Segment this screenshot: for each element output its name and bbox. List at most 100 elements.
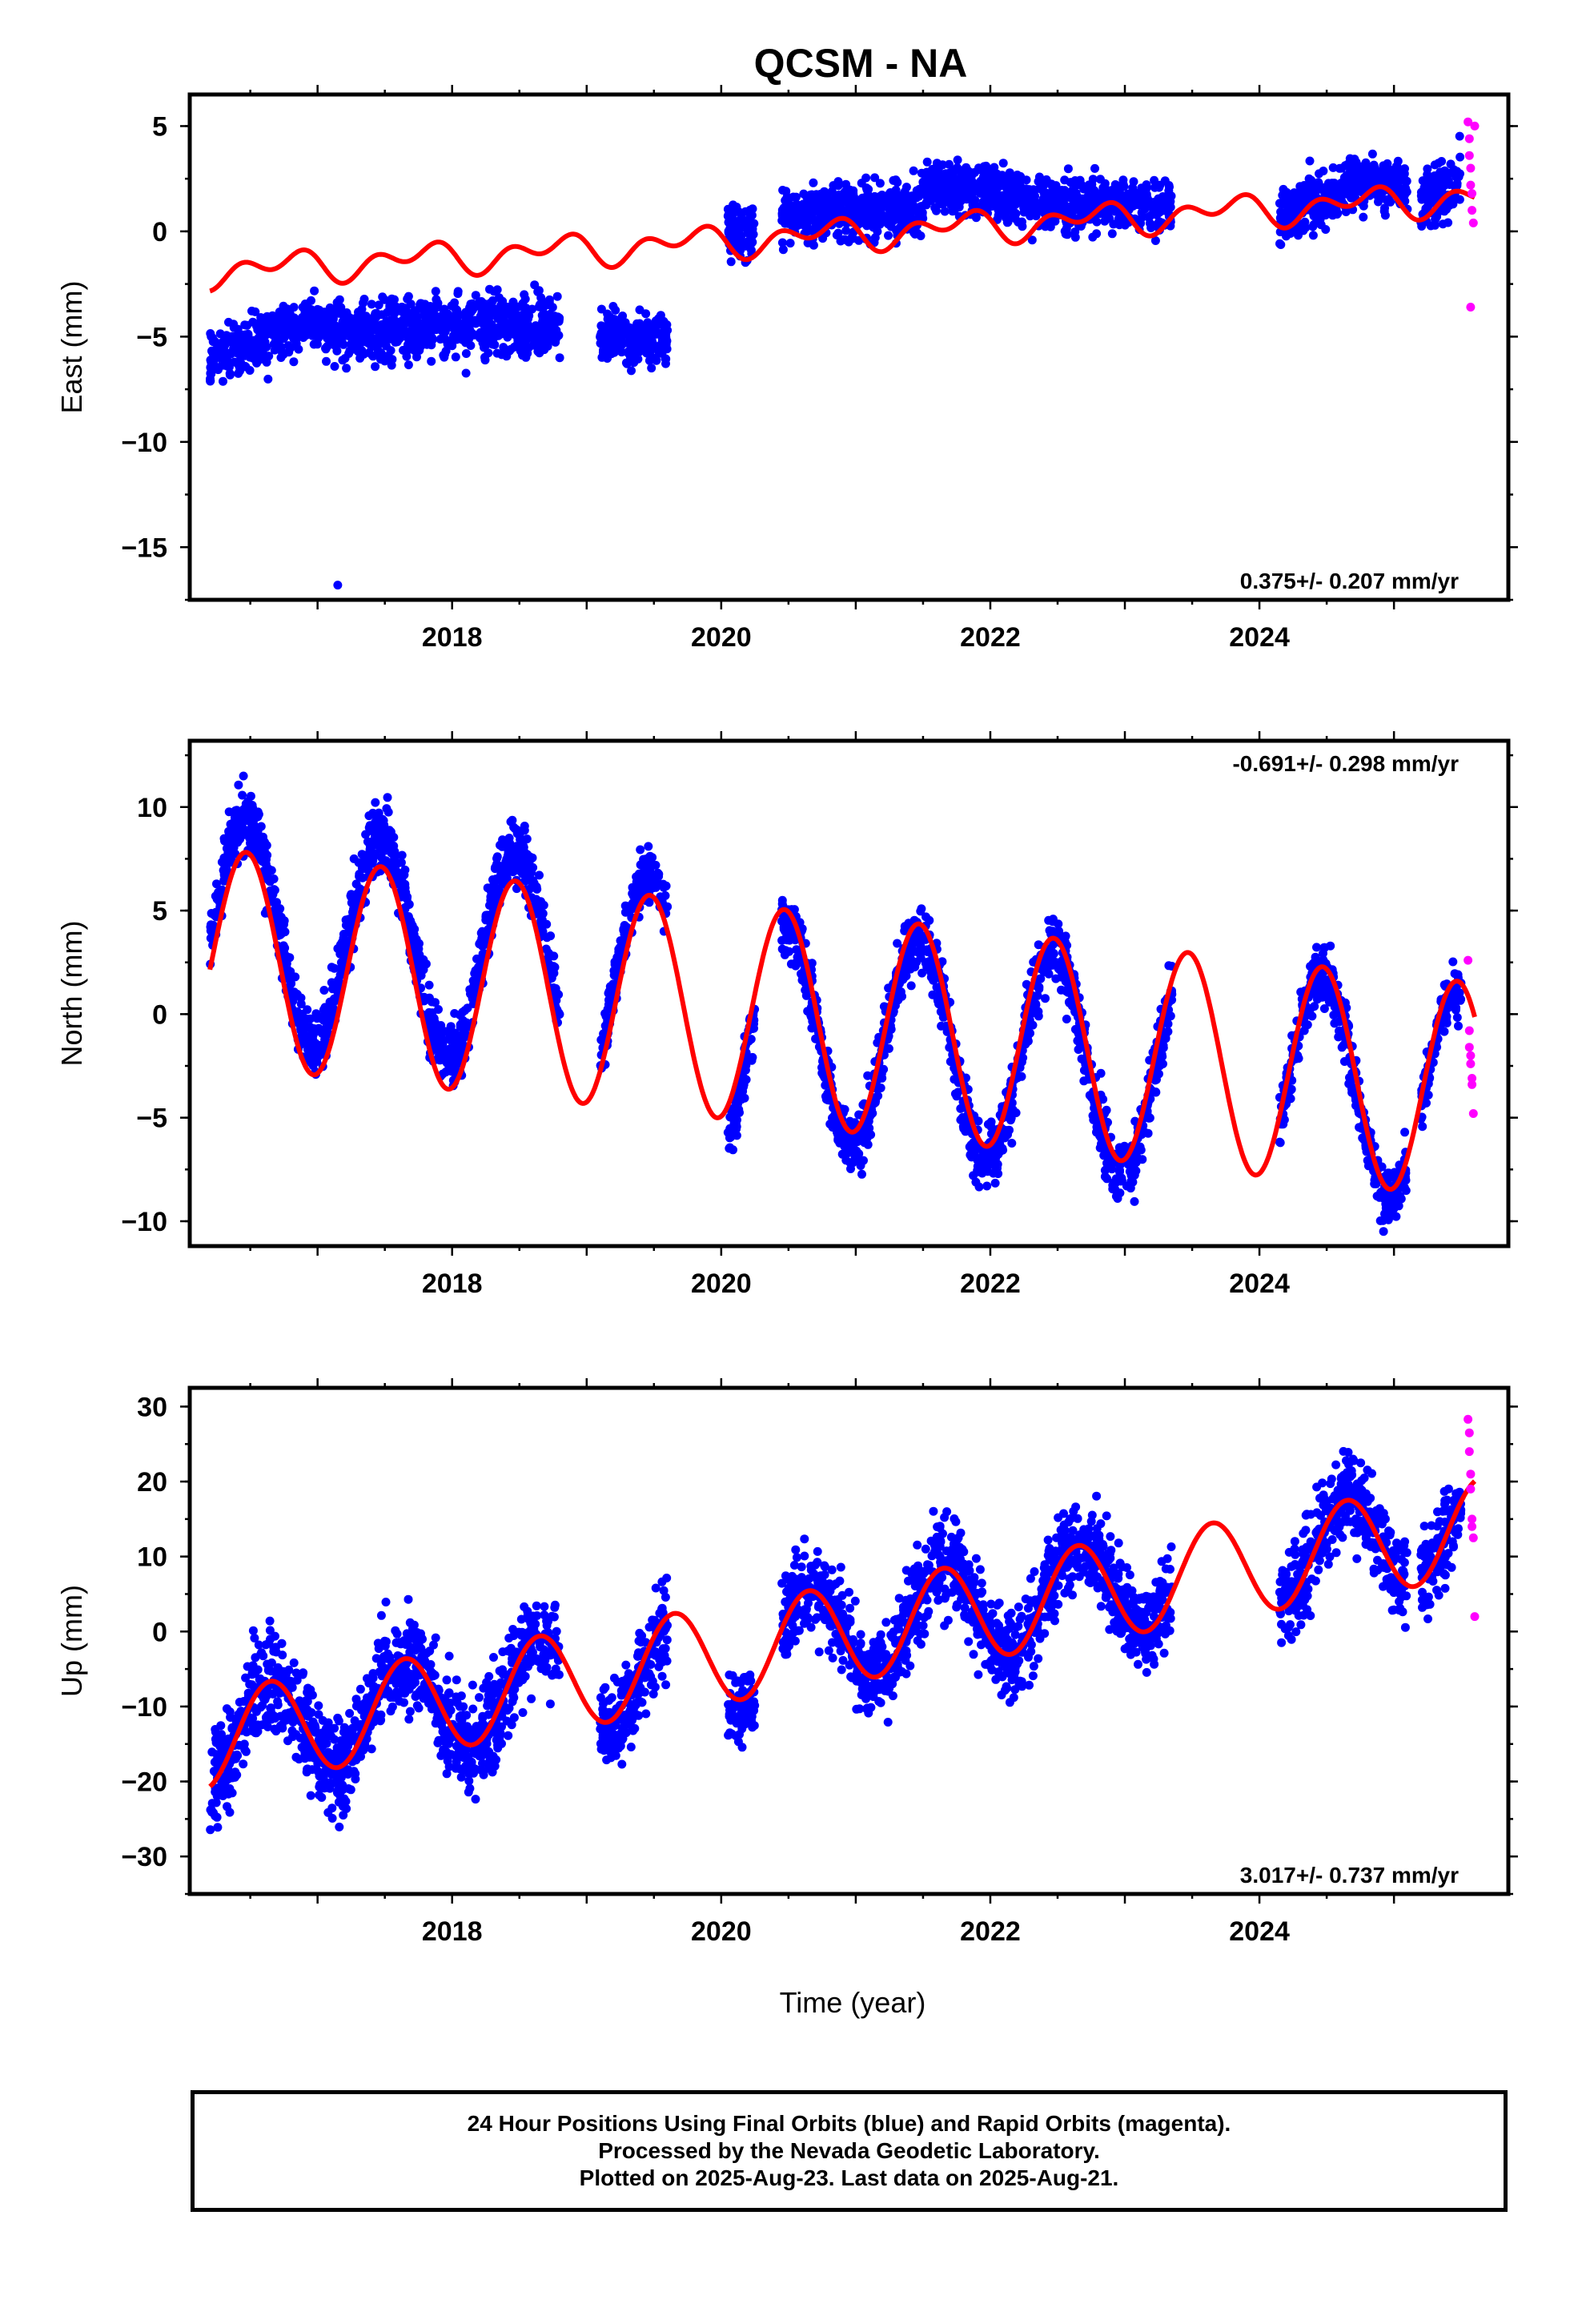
final-orbit-point bbox=[1029, 199, 1038, 209]
final-orbit-point bbox=[596, 304, 606, 314]
final-orbit-point bbox=[639, 862, 648, 871]
final-orbit-point bbox=[239, 771, 248, 781]
final-orbit-point bbox=[731, 1119, 741, 1128]
final-orbit-point bbox=[982, 1181, 992, 1191]
final-orbit-point bbox=[375, 352, 385, 361]
final-orbit-point bbox=[1018, 217, 1026, 227]
final-orbit-point bbox=[489, 887, 498, 896]
final-orbit-point bbox=[748, 1052, 757, 1062]
final-orbit-point bbox=[354, 332, 363, 342]
final-orbit-point bbox=[444, 1047, 453, 1056]
final-orbit-point bbox=[531, 898, 540, 907]
final-orbit-point bbox=[1117, 219, 1126, 227]
final-orbit-point bbox=[883, 219, 893, 229]
final-orbit-point bbox=[296, 999, 306, 1009]
final-orbit-point bbox=[367, 858, 377, 868]
final-orbit-point bbox=[1448, 199, 1458, 209]
final-orbit-point bbox=[1063, 164, 1073, 174]
final-orbit-point bbox=[799, 189, 809, 199]
final-orbit-point bbox=[512, 842, 521, 851]
final-orbit-point bbox=[458, 1007, 468, 1017]
final-orbit-point bbox=[966, 176, 975, 185]
final-orbit-point bbox=[1042, 188, 1052, 198]
final-orbit-point bbox=[749, 230, 758, 239]
final-orbit-point bbox=[1090, 194, 1100, 203]
final-orbit-point bbox=[251, 341, 260, 351]
final-orbit-point bbox=[467, 302, 476, 312]
final-orbit-point bbox=[495, 311, 504, 320]
final-orbit-point bbox=[1363, 171, 1373, 180]
final-orbit-point bbox=[651, 316, 661, 326]
final-orbit-point bbox=[300, 300, 310, 308]
final-orbit-point bbox=[897, 215, 907, 224]
final-orbit-point bbox=[1142, 180, 1151, 190]
final-orbit-point bbox=[841, 226, 851, 235]
final-orbit-point bbox=[1035, 974, 1045, 983]
final-orbit-point bbox=[535, 870, 544, 880]
final-orbit-point bbox=[1062, 1015, 1071, 1023]
final-orbit-point bbox=[224, 317, 233, 327]
final-orbit-point bbox=[785, 239, 795, 248]
final-orbit-point bbox=[342, 308, 351, 317]
final-orbit-point bbox=[736, 215, 745, 224]
final-orbit-point bbox=[266, 886, 275, 895]
final-orbit-point bbox=[1114, 187, 1123, 196]
final-orbit-point bbox=[809, 178, 818, 187]
final-orbit-point bbox=[1333, 208, 1343, 218]
final-orbit-point bbox=[279, 943, 288, 953]
final-orbit-point bbox=[453, 289, 463, 299]
final-orbit-point bbox=[934, 165, 943, 175]
final-orbit-point bbox=[424, 307, 433, 316]
final-orbit-point bbox=[458, 1015, 468, 1025]
final-orbit-point bbox=[371, 798, 380, 807]
final-orbit-point bbox=[635, 305, 644, 315]
final-orbit-point bbox=[1048, 182, 1057, 191]
figure-title: QCSM - NA bbox=[754, 41, 968, 86]
final-orbit-point bbox=[349, 854, 359, 863]
final-orbit-point bbox=[458, 1039, 467, 1048]
final-orbit-point bbox=[212, 879, 221, 889]
final-orbit-point bbox=[622, 330, 632, 340]
final-orbit-point bbox=[245, 833, 255, 842]
final-orbit-point bbox=[448, 1041, 458, 1051]
final-orbit-point bbox=[1295, 182, 1305, 191]
final-orbit-point bbox=[206, 376, 215, 386]
final-orbit-point bbox=[1031, 211, 1041, 221]
final-orbit-point bbox=[649, 327, 659, 336]
final-orbit-point bbox=[1092, 229, 1102, 239]
final-orbit-point bbox=[262, 357, 271, 367]
final-orbit-point bbox=[481, 328, 491, 338]
final-orbit-point bbox=[641, 854, 651, 863]
final-orbit-point bbox=[1166, 197, 1175, 207]
final-orbit-point bbox=[603, 309, 612, 319]
final-orbit-point bbox=[385, 320, 395, 330]
final-orbit-point bbox=[468, 318, 478, 328]
final-orbit-point bbox=[361, 830, 371, 839]
rapid-orbit-point bbox=[1464, 151, 1474, 160]
final-orbit-point bbox=[411, 339, 420, 348]
rapid-orbit-point bbox=[1470, 121, 1480, 131]
final-orbit-point bbox=[355, 353, 365, 363]
final-orbit-point bbox=[471, 291, 480, 300]
final-orbit-point bbox=[320, 1009, 330, 1019]
final-orbit-point bbox=[327, 963, 336, 972]
final-orbit-point bbox=[319, 986, 329, 995]
rapid-orbit-point bbox=[1464, 134, 1474, 143]
final-orbit-point bbox=[263, 328, 273, 336]
east-final-orbits-points bbox=[206, 131, 1465, 590]
final-orbit-point bbox=[1355, 182, 1365, 191]
final-orbit-point bbox=[225, 370, 235, 380]
final-orbit-point bbox=[513, 849, 523, 858]
final-orbit-point bbox=[818, 195, 827, 204]
final-orbit-point bbox=[451, 1052, 460, 1062]
final-orbit-point bbox=[1455, 131, 1464, 141]
final-orbit-point bbox=[385, 826, 394, 835]
final-orbit-point bbox=[330, 362, 339, 371]
final-orbit-point bbox=[1061, 229, 1070, 239]
final-orbit-point bbox=[451, 352, 460, 362]
final-orbit-point bbox=[528, 304, 537, 314]
final-orbit-point bbox=[275, 929, 284, 939]
final-orbit-point bbox=[1082, 183, 1092, 193]
final-orbit-point bbox=[1431, 175, 1440, 184]
final-orbit-point bbox=[1151, 203, 1161, 213]
